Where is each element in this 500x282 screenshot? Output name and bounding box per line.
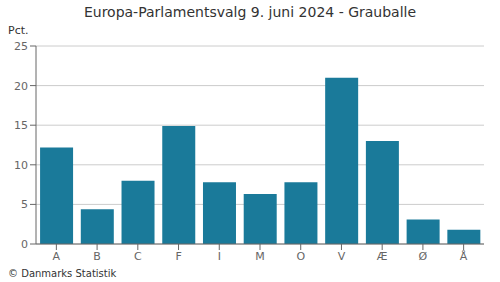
html-text:Pct.: Pct. [8,24,29,37]
svg-text:M: M [255,250,265,263]
svg-text:0: 0 [21,238,28,251]
svg-text:V: V [338,250,346,263]
svg-text:F: F [175,250,181,263]
svg-text:5: 5 [21,198,28,211]
svg-text:Å: Å [460,250,468,263]
svg-text:Æ: Æ [377,250,388,263]
html-text:© Danmarks Statistik: © Danmarks Statistik [8,268,117,279]
svg-text:B: B [93,250,101,263]
html-text:Europa-Parlamentsvalg 9. juni: Europa-Parlamentsvalg 9. juni 2024 - Gra… [83,4,417,20]
svg-text:15: 15 [14,119,28,132]
svg-text:I: I [218,250,221,263]
svg-text:C: C [134,250,142,263]
svg-text:20: 20 [14,80,28,93]
svg-text:Ø: Ø [419,250,428,263]
svg-text:A: A [53,250,61,263]
svg-text:O: O [296,250,305,263]
svg-text:25: 25 [14,40,28,53]
svg-text:10: 10 [14,159,28,172]
